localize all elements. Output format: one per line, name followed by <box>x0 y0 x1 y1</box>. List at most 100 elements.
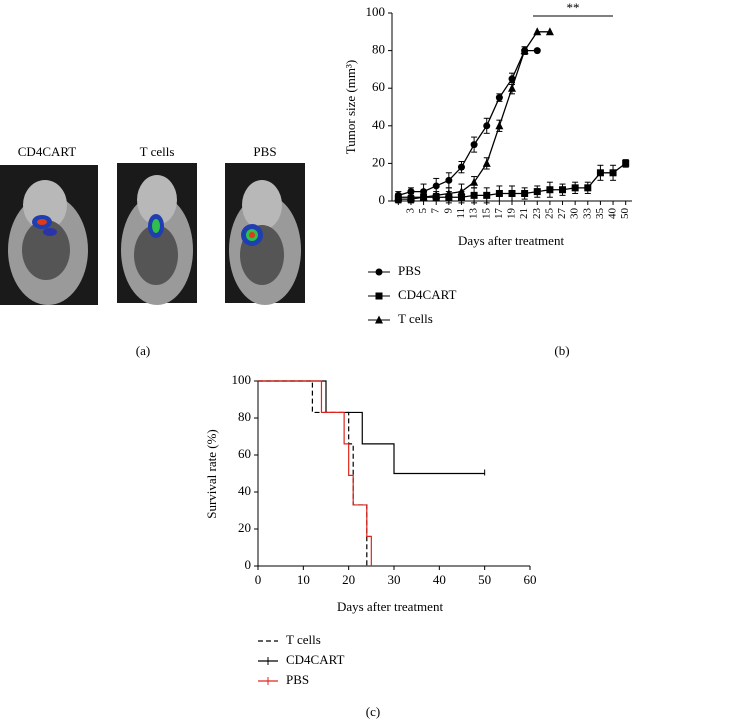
marker <box>375 268 383 276</box>
x-tick-label: 40 <box>607 208 619 220</box>
marker <box>432 182 440 190</box>
x-tick-label: 35 <box>594 208 606 220</box>
marker <box>470 191 478 199</box>
series-line <box>398 49 538 196</box>
legend-label: T cells <box>286 632 321 647</box>
marker <box>609 169 617 177</box>
x-tick-label: 40 <box>433 572 446 587</box>
marker <box>375 315 383 324</box>
marker <box>483 122 491 130</box>
marker <box>596 169 604 177</box>
x-tick-label: 23 <box>531 208 543 220</box>
marker <box>546 186 554 194</box>
x-tick-label: 10 <box>297 572 310 587</box>
y-tick-label: 40 <box>372 117 385 132</box>
image-label: T cells <box>140 144 175 159</box>
x-tick-label: 30 <box>569 208 581 220</box>
marker <box>508 75 516 83</box>
marker <box>533 47 541 55</box>
marker <box>533 188 541 196</box>
y-tick-label: 20 <box>372 154 385 169</box>
x-tick-label: 3 <box>404 208 416 214</box>
image-label: PBS <box>253 144 276 159</box>
x-axis-label: Days after treatment <box>337 599 444 614</box>
marker <box>584 184 592 192</box>
marker <box>545 27 554 36</box>
y-axis-label: Tumor size (mm³) <box>343 60 358 154</box>
y-tick-label: 80 <box>238 409 251 424</box>
marker <box>482 158 491 167</box>
y-axis-label: Survival rate (%) <box>204 429 219 519</box>
marker <box>457 187 466 196</box>
marker <box>419 192 428 201</box>
x-tick-label: 17 <box>493 208 505 220</box>
image-label: CD4CART <box>18 144 77 159</box>
marker <box>520 46 529 55</box>
survival-curve <box>258 380 368 566</box>
x-tick-label: 11 <box>455 208 467 219</box>
mouse-image <box>117 163 197 305</box>
marker <box>521 189 529 197</box>
survival-curve <box>258 380 372 566</box>
panel-a: CD4CART T cells PBS (a) <box>0 144 305 358</box>
x-tick-label: 50 <box>478 572 491 587</box>
x-tick-label: 19 <box>506 208 518 220</box>
marker <box>483 191 491 199</box>
marker <box>445 176 453 184</box>
legend-label: CD4CART <box>398 287 457 302</box>
panel-caption: (c) <box>366 704 380 719</box>
x-tick-label: 5 <box>417 208 429 214</box>
marker <box>508 189 516 197</box>
y-tick-label: 20 <box>238 520 251 535</box>
marker <box>508 83 516 92</box>
x-tick-label: 60 <box>524 572 537 587</box>
marker <box>495 189 503 197</box>
marker <box>495 94 503 102</box>
marker <box>432 190 441 199</box>
y-tick-label: 0 <box>379 192 386 207</box>
y-tick-label: 60 <box>238 446 251 461</box>
panel-c: 0 20 40 60 80 100 0 10 20 30 40 50 60 Days after trea… <box>204 372 537 719</box>
x-tick-label: 50 <box>619 208 631 220</box>
marker <box>406 192 415 201</box>
survival-curve <box>258 380 485 475</box>
panel-caption: (a) <box>136 343 150 358</box>
mouse-image <box>225 163 305 305</box>
marker <box>394 192 403 201</box>
y-tick-label: 80 <box>372 42 385 57</box>
legend-label: PBS <box>286 672 309 687</box>
marker <box>559 186 567 194</box>
x-tick-label: 27 <box>556 208 568 220</box>
y-tick-label: 60 <box>372 79 385 94</box>
x-tick-label: 7 <box>430 208 442 214</box>
marker <box>495 121 504 130</box>
series-line <box>398 31 550 198</box>
marker <box>470 177 479 186</box>
marker <box>444 188 453 197</box>
marker <box>533 27 542 36</box>
x-tick-label: 25 <box>543 208 555 220</box>
x-tick-label: 30 <box>388 572 401 587</box>
marker <box>375 292 383 300</box>
marker <box>571 184 579 192</box>
x-tick-label: 33 <box>581 208 593 220</box>
legend-label: CD4CART <box>286 652 345 667</box>
x-tick-label: 0 <box>255 572 262 587</box>
annotation: ** <box>567 0 580 15</box>
y-tick-label: 0 <box>245 557 252 572</box>
panel-caption: (b) <box>554 343 569 358</box>
marker <box>470 141 478 149</box>
legend-label: T cells <box>398 311 433 326</box>
y-tick-label: 40 <box>238 483 251 498</box>
marker <box>622 159 630 167</box>
x-tick-label: 9 <box>442 208 454 214</box>
x-tick-label: 20 <box>342 572 355 587</box>
legend-label: PBS <box>398 263 421 278</box>
x-tick-label: 13 <box>468 208 480 220</box>
y-tick-label: 100 <box>232 372 252 387</box>
y-tick-label: 100 <box>366 4 386 19</box>
marker <box>457 163 465 171</box>
mouse-image <box>0 165 98 305</box>
